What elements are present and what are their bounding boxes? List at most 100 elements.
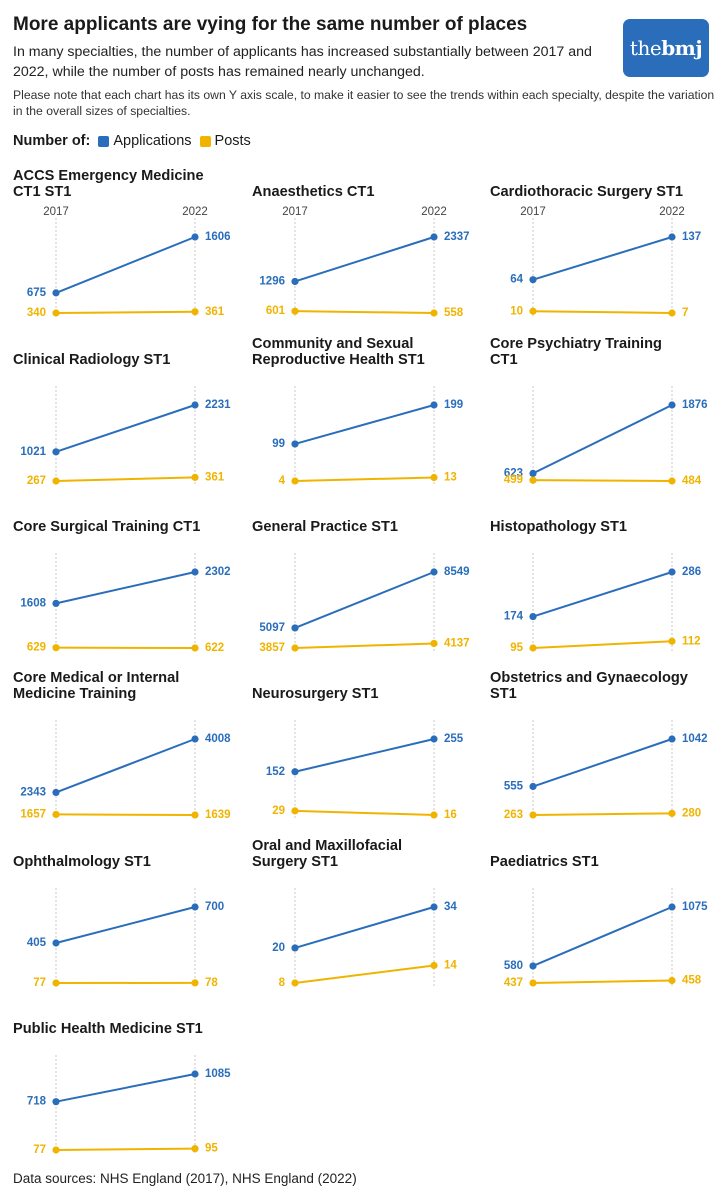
posts-point	[291, 979, 299, 987]
panel-title: Core Medical or Internal Medicine Traini…	[13, 670, 180, 702]
applications-value-label: 2343	[20, 786, 46, 798]
panel-title: Core Surgical Training CT1	[13, 519, 201, 535]
applications-point	[291, 624, 299, 632]
posts-value-label: 601	[266, 305, 286, 317]
posts-point	[529, 979, 537, 987]
posts-point	[52, 1146, 60, 1154]
posts-point	[529, 476, 537, 484]
posts-value-label: 499	[504, 474, 523, 486]
posts-value-label: 437	[504, 977, 523, 989]
posts-point	[191, 644, 199, 652]
posts-value-label: 78	[205, 977, 218, 989]
posts-point	[52, 477, 60, 485]
applications-value-label: 20	[272, 942, 285, 954]
x-tick-label: 2017	[282, 206, 308, 218]
applications-line	[532, 571, 673, 618]
legend-item-posts: Posts	[199, 133, 251, 149]
logo-bold: bmj	[661, 36, 703, 60]
posts-point	[430, 473, 438, 482]
panel-title: Ophthalmology ST1	[13, 854, 151, 870]
panel-title: Histopathology ST1	[490, 519, 628, 535]
posts-point	[191, 1145, 199, 1153]
posts-line	[55, 310, 196, 314]
chart-note: Please note that each chart has its own …	[13, 88, 715, 118]
posts-line	[532, 640, 673, 649]
applications-value-label: 8549	[444, 566, 470, 578]
applications-line	[294, 906, 435, 949]
posts-value-label: 95	[205, 1143, 218, 1155]
applications-value-label: 255	[444, 733, 464, 745]
applications-value-label: 1296	[259, 276, 285, 288]
applications-point	[668, 568, 676, 576]
applications-point	[291, 944, 299, 952]
applications-value-label: 286	[682, 566, 701, 578]
applications-point	[529, 469, 537, 478]
chart-title: More applicants are vying for the same n…	[13, 14, 528, 35]
applications-value-label: 174	[504, 611, 524, 623]
posts-value-label: 14	[444, 959, 457, 971]
legend-label-applications: Applications	[113, 133, 192, 149]
posts-line	[294, 476, 435, 482]
posts-point	[291, 644, 299, 652]
posts-point	[52, 810, 60, 819]
applications-value-label: 1085	[205, 1068, 231, 1080]
panel-title: Oral and Maxillofacial Surgery ST1	[252, 838, 403, 870]
applications-line	[532, 404, 673, 475]
posts-point	[668, 809, 676, 817]
panel-title: Anaesthetics CT1	[252, 184, 375, 200]
applications-point	[430, 568, 438, 576]
panel-title: Public Health Medicine ST1	[13, 1021, 203, 1037]
posts-value-label: 8	[279, 977, 286, 989]
posts-point	[430, 639, 438, 648]
x-tick-label: 2022	[421, 206, 447, 218]
posts-point	[668, 976, 676, 985]
posts-value-label: 13	[444, 472, 457, 484]
posts-value-label: 29	[272, 805, 285, 817]
panel-title: Neurosurgery ST1	[252, 686, 379, 702]
applications-point	[52, 599, 60, 607]
posts-line	[55, 813, 196, 816]
applications-value-label: 700	[205, 901, 224, 913]
applications-value-label: 718	[27, 1096, 47, 1108]
applications-value-label: 64	[510, 274, 523, 286]
applications-point	[529, 962, 537, 970]
posts-line	[55, 476, 196, 482]
applications-point	[191, 735, 199, 743]
applications-point	[430, 401, 438, 409]
posts-line	[55, 1147, 196, 1151]
applications-value-label: 2302	[205, 566, 231, 578]
applications-line	[55, 906, 196, 944]
legend-label-posts: Posts	[214, 133, 251, 149]
applications-value-label: 2337	[444, 231, 470, 243]
posts-line	[294, 642, 435, 649]
applications-line	[294, 571, 435, 629]
legend-item-applications: Applications	[98, 133, 192, 149]
applications-point	[52, 1098, 60, 1106]
x-tick-label: 2022	[182, 206, 208, 218]
posts-line	[532, 979, 673, 984]
applications-line	[532, 906, 673, 967]
posts-line	[532, 479, 673, 482]
applications-point	[52, 939, 60, 947]
posts-point	[430, 961, 438, 970]
applications-point	[668, 735, 676, 743]
chart-subtitle: In many specialties, the number of appli…	[13, 44, 592, 80]
bmj-logo: the bmj	[623, 19, 709, 77]
applications-value-label: 1042	[682, 733, 708, 745]
applications-value-label: 137	[682, 231, 701, 243]
posts-value-label: 1639	[205, 809, 231, 821]
posts-value-label: 484	[682, 475, 702, 487]
posts-value-label: 361	[205, 306, 225, 318]
applications-point	[668, 903, 676, 911]
applications-value-label: 1075	[682, 901, 708, 913]
panel-title: Obstetrics and Gynaecology ST1	[490, 670, 688, 702]
applications-point	[291, 277, 299, 286]
applications-point	[430, 233, 438, 241]
posts-point	[52, 309, 60, 317]
applications-value-label: 99	[272, 438, 285, 450]
posts-value-label: 95	[510, 642, 523, 654]
posts-value-label: 77	[33, 977, 46, 989]
posts-point	[430, 811, 438, 819]
applications-line	[55, 1073, 196, 1103]
applications-point	[52, 289, 60, 297]
